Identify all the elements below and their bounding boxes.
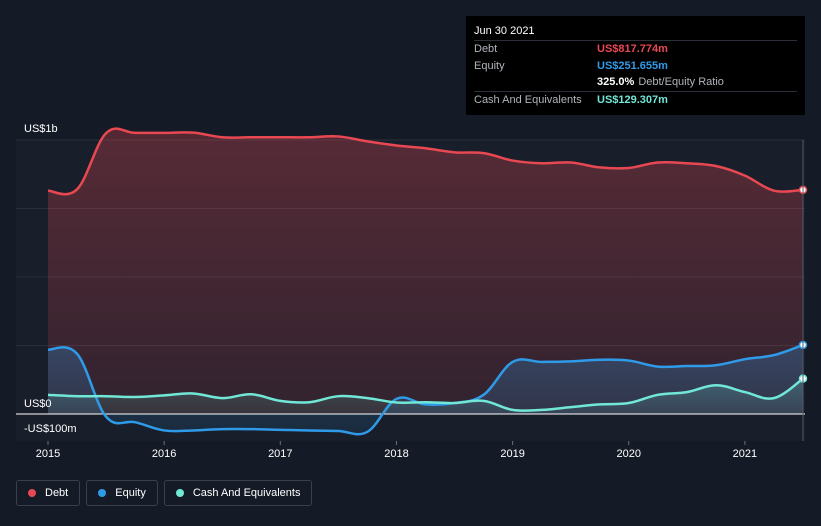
legend-label-debt: Debt xyxy=(45,487,69,499)
legend-label-equity: Equity xyxy=(115,487,146,499)
legend-dot-equity-icon xyxy=(98,489,107,497)
area-debt xyxy=(48,128,803,414)
legend-dot-debt-icon xyxy=(28,489,36,497)
tooltip-equity-label: Equity xyxy=(474,59,505,72)
y-tick-label-2: -US$100m xyxy=(24,423,77,435)
tooltip-debt-label: Debt xyxy=(474,43,498,55)
y-tick-label-0: US$1b xyxy=(24,123,58,135)
tooltip-debt-value: US$817.774m xyxy=(597,43,668,55)
tooltip-row-ratio: 325.0% Debt/Equity Ratio xyxy=(474,74,797,91)
x-tick-label-4: 2019 xyxy=(500,448,524,460)
x-tick-label-3: 2018 xyxy=(384,448,408,460)
tooltip-cash-value: US$129.307m xyxy=(597,93,668,106)
x-tick-label-0: 2015 xyxy=(36,448,60,460)
line-equity xyxy=(47,343,804,436)
y-tick-label-1: US$0 xyxy=(24,398,52,410)
tooltip-ratio-value: 325.0% xyxy=(597,76,635,88)
tooltip-date: Jun 30 2021 xyxy=(474,25,535,37)
tooltip-equity-value: US$251.655m xyxy=(597,59,668,72)
legend-item-equity[interactable]: Equity xyxy=(86,480,158,506)
chart-legend: Debt Equity Cash And Equivalents xyxy=(16,480,313,506)
tooltip-row-debt: Debt US$817.774m xyxy=(474,40,797,58)
line-cash xyxy=(47,377,804,412)
legend-item-cash[interactable]: Cash And Equivalents xyxy=(163,480,313,506)
legend-label-cash: Cash And Equivalents xyxy=(192,487,301,499)
x-tick-label-5: 2020 xyxy=(617,448,641,460)
chart-tooltip: Jun 30 2021 Debt US$817.774m Equity US$2… xyxy=(466,16,805,115)
tooltip-row-cash: Cash And Equivalents US$129.307m xyxy=(474,90,797,109)
x-tick-label-1: 2016 xyxy=(152,448,176,460)
legend-item-debt[interactable]: Debt xyxy=(16,480,81,506)
line-debt xyxy=(47,127,804,196)
tooltip-ratio-label: Debt/Equity Ratio xyxy=(638,76,724,88)
legend-dot-cash-icon xyxy=(175,489,184,497)
tooltip-row-equity: Equity US$251.655m xyxy=(474,58,797,75)
x-tick-label-2: 2017 xyxy=(268,448,292,460)
tooltip-ratio-spacer xyxy=(474,74,597,91)
tooltip-cash-label: Cash And Equivalents xyxy=(474,93,582,106)
x-tick-label-6: 2021 xyxy=(733,448,757,460)
